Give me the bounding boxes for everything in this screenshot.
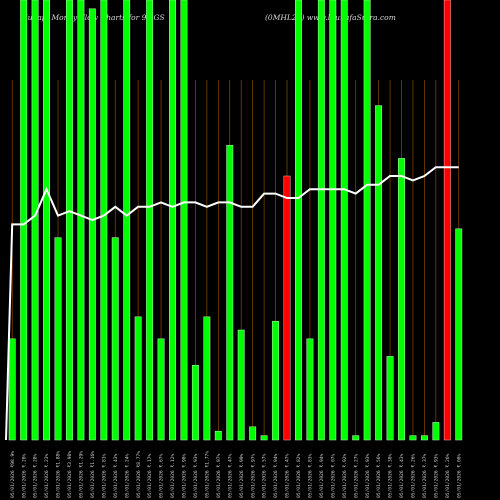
bar-37 — [432, 422, 440, 441]
bar-10 — [123, 0, 131, 441]
x-tick-label: 05/01/2026 ₹.28% — [33, 454, 39, 498]
bar-17 — [203, 316, 211, 441]
bar-36 — [420, 435, 428, 441]
bar-13 — [157, 338, 165, 441]
x-tick-label: 05/01/2026 ₹1.88% — [56, 451, 62, 498]
bar-4 — [54, 237, 62, 441]
x-tick-label: 05/01/2026 ₹8.77% — [136, 451, 142, 498]
x-tick-label: 05/01/2026 ₹.28% — [21, 454, 27, 498]
x-tick-label: 05/01/2026 ₹.47% — [285, 454, 291, 498]
x-tick-label: 05/01/2026 ₹.83% — [308, 454, 314, 498]
bar-11 — [134, 316, 142, 441]
x-tick-label: 05/01/2026 ₹1.16% — [90, 451, 96, 498]
money-flow-line — [5, 166, 459, 441]
bar-39 — [455, 228, 463, 441]
bar-2 — [31, 0, 39, 441]
x-tick-label: 05/01/2026 ₹.43% — [113, 454, 119, 498]
x-tick-label: 05/01/2026 ₹.93% — [193, 454, 199, 498]
x-tick-label: 05/01/2026 ₹.08% — [456, 454, 462, 498]
bar-3 — [43, 0, 50, 441]
bars — [8, 0, 463, 441]
bar-26 — [306, 338, 314, 441]
bar-33 — [386, 356, 394, 441]
x-tick-label: 05/01/2026 ₹.37% — [422, 454, 428, 498]
bar-0 — [8, 338, 16, 441]
bar-29 — [340, 0, 348, 441]
bar-27 — [317, 0, 325, 441]
bar-6 — [77, 0, 85, 441]
x-tick-label: 05/01/2026 ₹.26% — [411, 454, 417, 498]
bar-34 — [398, 158, 405, 441]
x-tick-label: 05/01/2026 ₹.82% — [296, 454, 302, 498]
bar-24 — [283, 175, 291, 441]
x-tick-label: 05/01/2026 ₹.92% — [342, 454, 348, 498]
x-tick-label: 05/01/2026 ₹98.9% — [10, 451, 16, 498]
x-tick-label: 05/01/2026 ₹.81% — [101, 454, 107, 498]
x-tick-label: 05/01/2026 ₹.56% — [376, 454, 382, 498]
bar-19 — [226, 144, 234, 441]
bar-15 — [180, 0, 188, 441]
x-tick-label: 05/01/2026 ₹.38% — [388, 454, 394, 498]
x-tick-label: 05/01/2026 ₹.07% — [330, 454, 336, 498]
x-tick-label: 05/01/2026 ₹.67% — [159, 454, 165, 498]
bar-5 — [66, 0, 73, 441]
bar-8 — [100, 0, 108, 441]
x-tick-label: 05/01/2026 ₹1.77% — [204, 451, 210, 498]
bar-20 — [237, 329, 245, 441]
bar-12 — [146, 0, 154, 441]
x-tick-label: 05/01/2026 ₹.93% — [365, 454, 371, 498]
x-tick-label: 05/01/2026 ₹.47% — [227, 454, 233, 498]
x-tick-label: 05/01/2026 ₹.24% — [124, 454, 130, 498]
bar-1 — [20, 0, 28, 441]
bar-25 — [295, 0, 302, 441]
x-tick-label: 05/01/2026 ₹.26% — [445, 454, 451, 498]
bar-14 — [169, 0, 176, 441]
bar-38 — [443, 0, 451, 441]
x-tick-label: 05/01/2026 ₹.57% — [262, 454, 268, 498]
x-tick-label: 05/01/2026 ₹.12% — [170, 454, 176, 498]
bar-22 — [260, 435, 268, 441]
bar-30 — [352, 435, 360, 441]
bar-35 — [409, 435, 417, 441]
x-tick-label: 05/01/2026 ₹1.29% — [79, 451, 85, 498]
x-tick-label: 05/01/2026 ₹.17% — [147, 454, 153, 498]
bar-21 — [249, 426, 257, 441]
x-tick-label: 05/01/2026 ₹.93% — [433, 454, 439, 498]
bar-32 — [375, 105, 383, 441]
x-tick-label: 05/01/2026 ₹.99% — [239, 454, 245, 498]
bar-16 — [191, 364, 199, 441]
x-tick-labels: 05/01/2026 ₹98.9% 05/01/2026 ₹.28% 05/01/2… — [10, 451, 463, 498]
bar-31 — [363, 0, 371, 441]
bar-18 — [214, 430, 222, 441]
x-tick-label: 05/01/2026 ₹.98% — [182, 454, 188, 498]
x-tick-label: 05/01/2026 ₹.97% — [250, 454, 256, 498]
bar-28 — [329, 0, 337, 441]
bar-7 — [88, 8, 96, 441]
bar-23 — [272, 320, 280, 441]
x-tick-label: 05/01/2026 ₹3.98% — [67, 451, 73, 498]
x-tick-label: 05/01/2026 ₹.94% — [273, 454, 279, 498]
x-tick-label: 05/01/2026 ₹.43% — [399, 454, 405, 498]
x-tick-label: 05/01/2026 ₹.23% — [44, 454, 50, 498]
x-tick-label: 05/01/2026 ₹.27% — [353, 454, 359, 498]
x-tick-label: 05/01/2026 ₹.97% — [216, 454, 222, 498]
x-tick-label: 05/01/2026 ₹.94% — [319, 454, 325, 498]
bar-9 — [111, 237, 119, 441]
